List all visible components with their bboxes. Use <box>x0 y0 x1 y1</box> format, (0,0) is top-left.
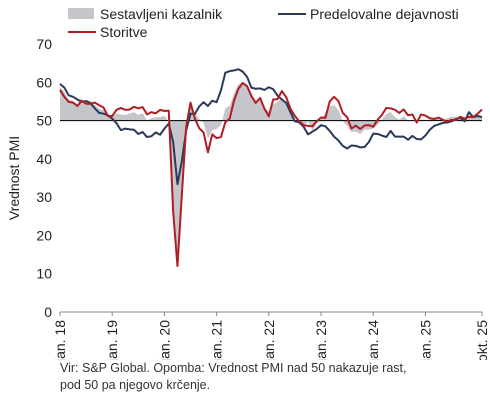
source-note: Vir: S&P Global. Opomba: Vrednost PMI na… <box>60 360 480 394</box>
x-tick-label-7: jan. 25 <box>417 320 433 360</box>
pmi-chart: Sestavljeni kazalnik Predelovalne dejavno… <box>6 6 490 360</box>
y-tick-label-2: 20 <box>36 227 52 243</box>
x-tick-label-5: jan. 23 <box>313 320 329 360</box>
axis-layer: 0 10 20 30 40 50 60 70 Vrednost PMI jan. 18 jan. 1… <box>6 36 490 360</box>
x-tick-label-6: jan. 24 <box>365 320 381 360</box>
x-tick-label-8: okt. 25 <box>474 320 490 360</box>
x-tick-label-3: jan. 21 <box>209 320 225 360</box>
y-tick-label-1: 10 <box>36 266 52 282</box>
line-layer <box>59 68 483 268</box>
y-tick-label-4: 40 <box>36 151 52 167</box>
legend-swatch-0 <box>68 8 94 19</box>
area-layer <box>60 81 482 260</box>
x-tick-label-2: jan. 20 <box>156 320 172 360</box>
source-note-line-1: Vir: S&P Global. Opomba: Vrednost PMI na… <box>60 361 407 375</box>
series-line-predelovalne-dejavnosti <box>59 68 483 186</box>
legend-label-2: Storitve <box>100 24 148 40</box>
legend-label-0: Sestavljeni kazalnik <box>100 6 223 22</box>
y-tick-label-6: 60 <box>36 74 52 90</box>
legend-label-1: Predelovalne dejavnosti <box>310 6 459 22</box>
y-tick-label-3: 30 <box>36 189 52 205</box>
series-line-storitve <box>59 82 483 268</box>
y-tick-label-0: 0 <box>44 304 52 320</box>
x-tick-label-4: jan. 22 <box>261 320 277 360</box>
x-tick-label-0: jan. 18 <box>52 320 68 360</box>
y-tick-label-5: 50 <box>36 113 52 129</box>
y-tick-label-7: 70 <box>36 36 52 52</box>
x-tick-label-1: jan. 19 <box>104 320 120 360</box>
y-axis-label: Vrednost PMI <box>6 136 22 220</box>
series-area-0 <box>60 81 482 260</box>
legend: Sestavljeni kazalnik Predelovalne dejavno… <box>68 6 459 40</box>
source-note-line-2: pod 50 pa njegovo krčenje. <box>60 378 211 392</box>
